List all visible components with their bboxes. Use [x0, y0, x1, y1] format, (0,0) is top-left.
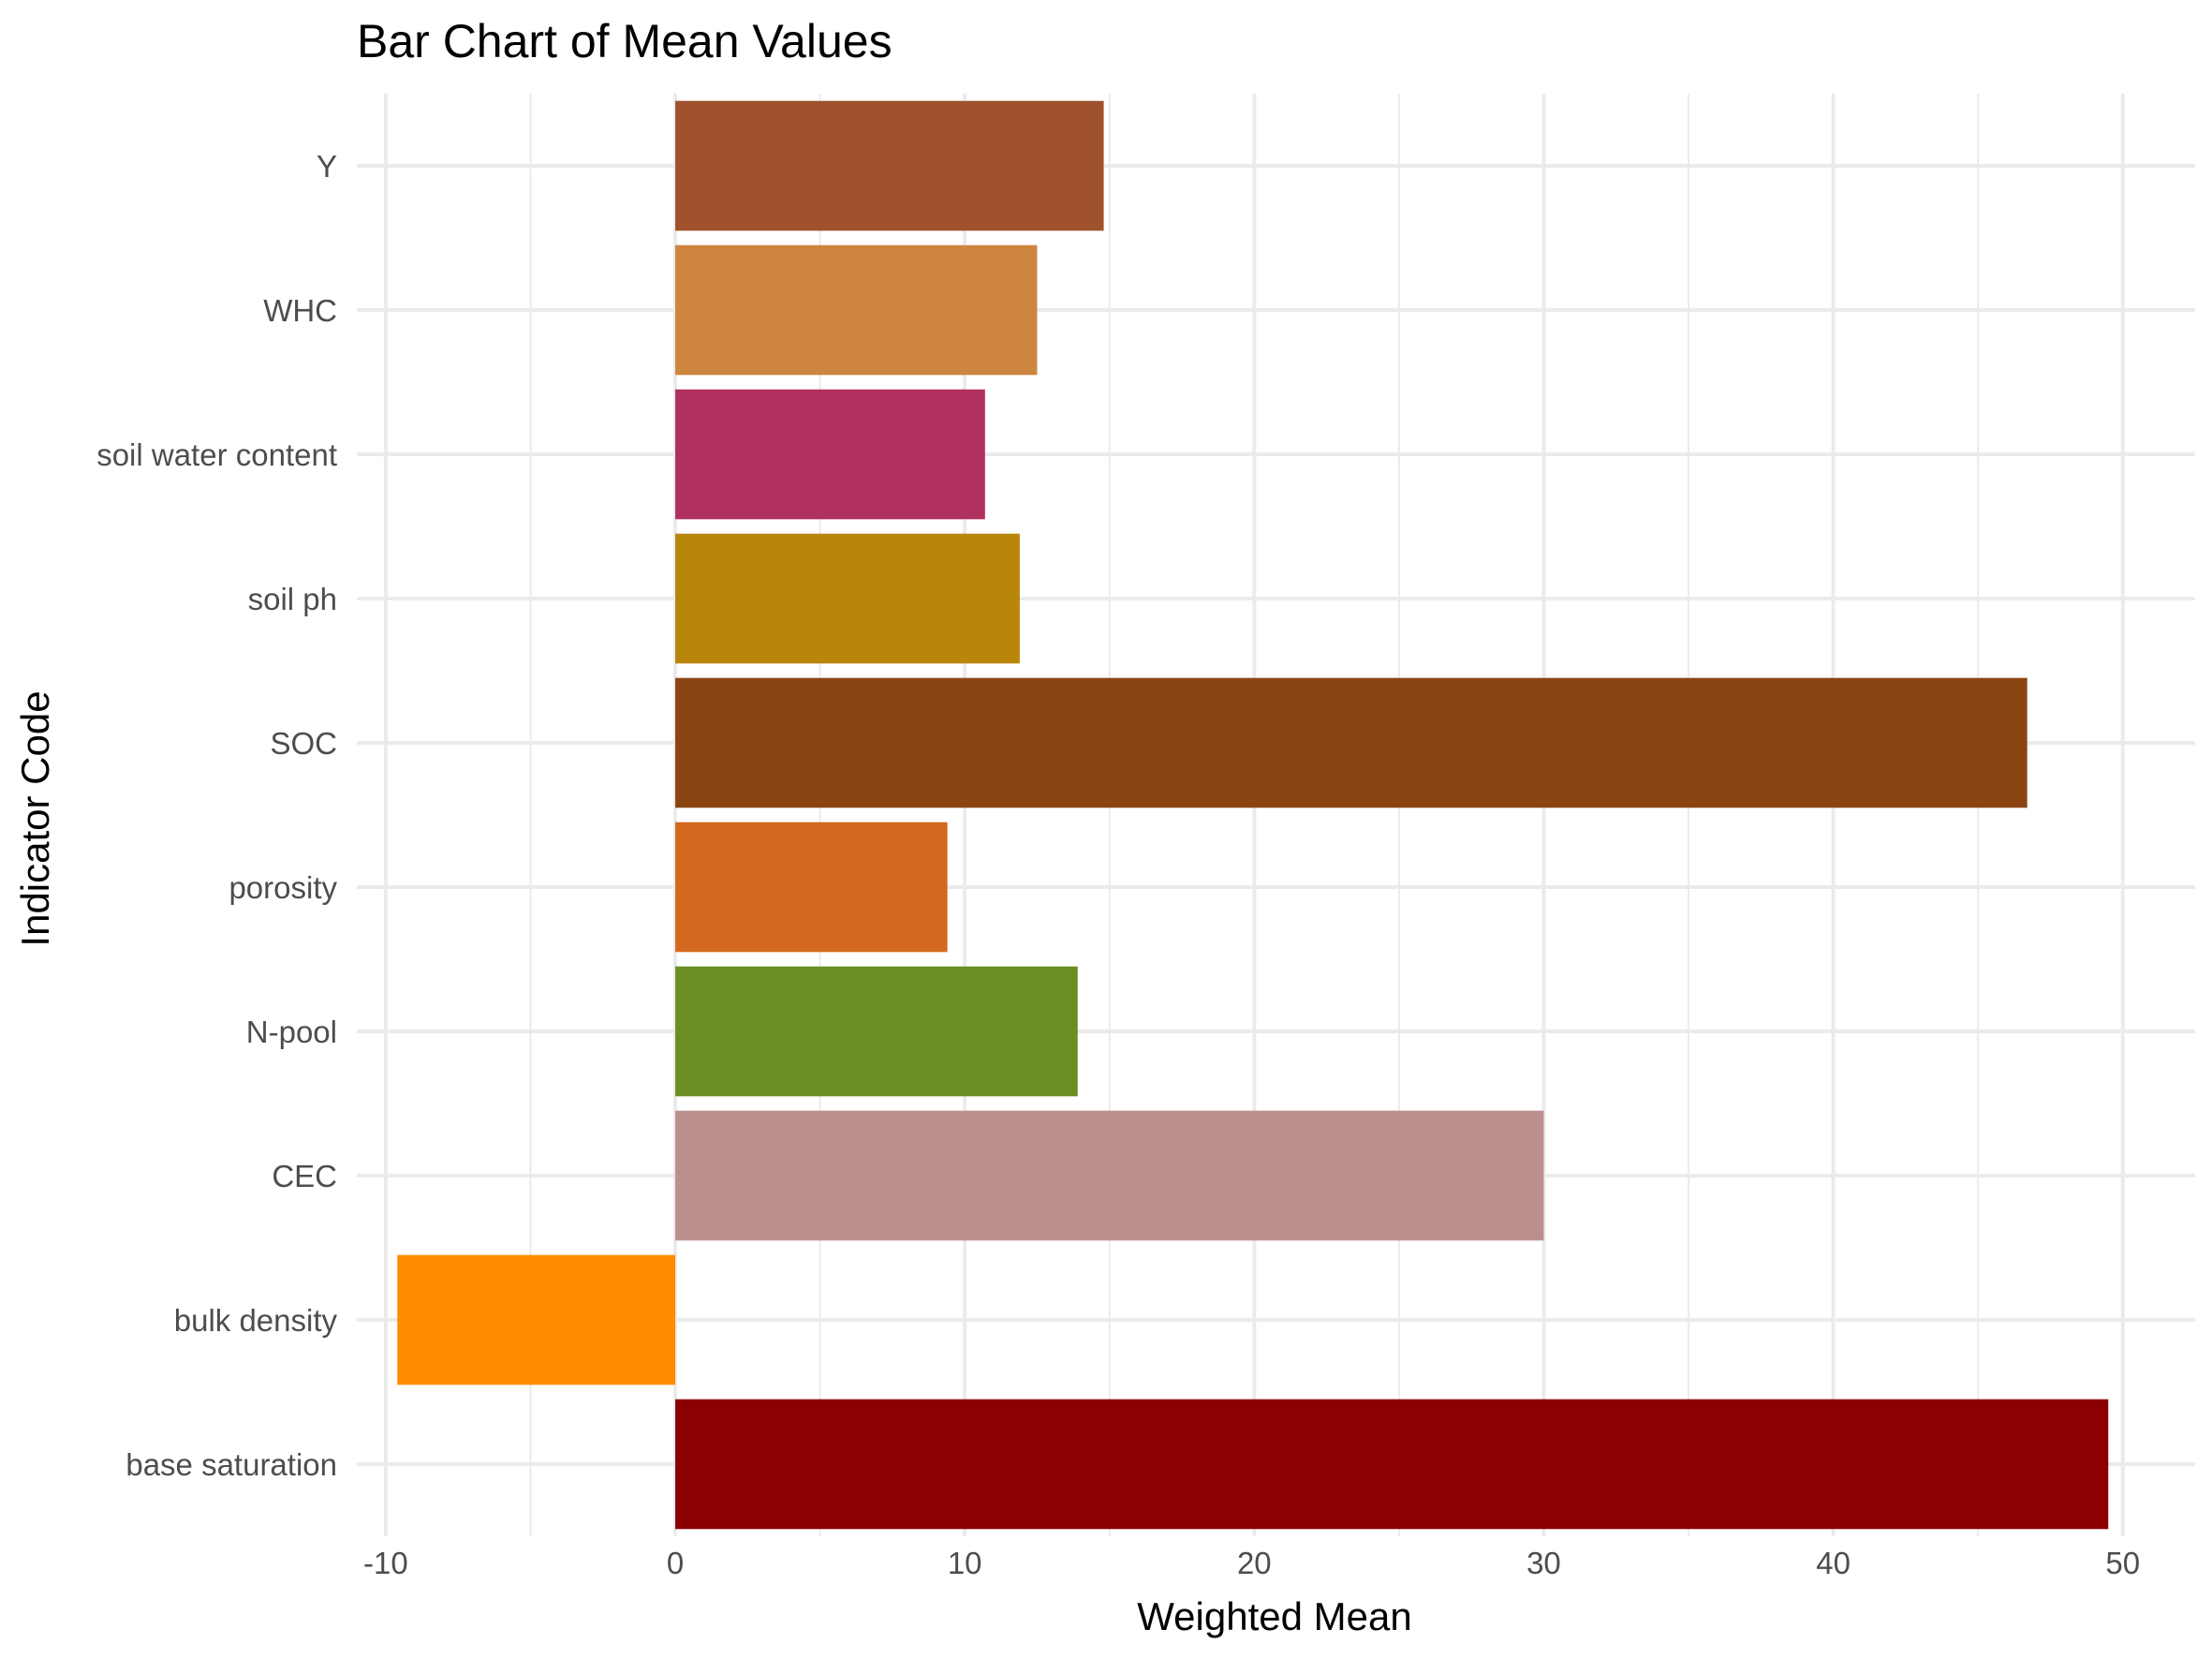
bar [397, 1254, 676, 1385]
y-tick-label: soil ph [248, 582, 337, 616]
y-tick-label: SOC [270, 726, 337, 761]
x-axis-title: Weighted Mean [1137, 1594, 1411, 1638]
y-tick-label: CEC [272, 1159, 337, 1193]
bar [675, 677, 2028, 808]
y-axis-tick-labels: base saturation bulk density CEC N-pool poro… [96, 149, 337, 1482]
y-tick-label: base saturation [125, 1447, 337, 1482]
bar [675, 389, 985, 520]
bar [675, 1399, 2109, 1530]
bar [675, 822, 948, 953]
bar [675, 244, 1038, 376]
y-tick-label: N-pool [246, 1015, 337, 1049]
x-tick-label: 50 [2105, 1546, 2140, 1580]
bar [675, 966, 1078, 1097]
x-tick-label: -10 [363, 1546, 408, 1580]
x-axis-tick-labels: -10 0 10 20 30 40 50 [363, 1546, 2140, 1580]
x-tick-label: 30 [1526, 1546, 1561, 1580]
bar [675, 1110, 1544, 1241]
bar [675, 100, 1104, 231]
y-tick-label: soil water content [96, 437, 337, 472]
y-tick-label: bulk density [174, 1303, 338, 1338]
x-tick-label: 0 [667, 1546, 684, 1580]
y-axis-title: Indicator Code [13, 690, 57, 946]
chart-title: Bar Chart of Mean Values [357, 15, 892, 67]
bars [397, 100, 2109, 1530]
x-tick-label: 40 [1816, 1546, 1851, 1580]
bar [675, 533, 1020, 664]
y-tick-label: Y [317, 149, 337, 184]
y-tick-label: WHC [263, 293, 337, 328]
y-tick-label: porosity [229, 870, 337, 905]
x-tick-label: 20 [1237, 1546, 1272, 1580]
x-tick-label: 10 [948, 1546, 982, 1580]
